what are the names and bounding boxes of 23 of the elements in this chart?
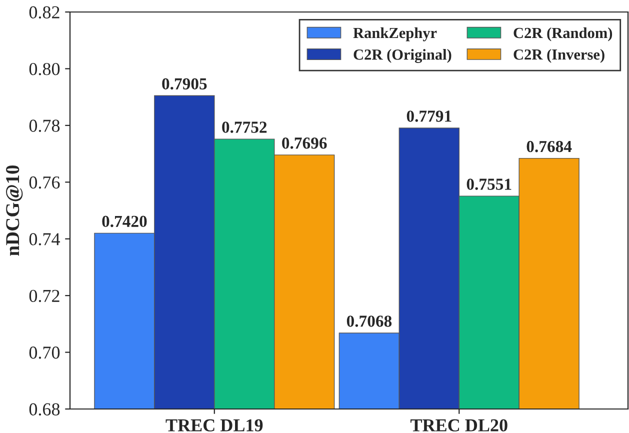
y-tick-label: 0.78	[29, 120, 60, 132]
data-label: 0.7068	[346, 316, 392, 327]
y-tick-label: 0.82	[29, 6, 60, 19]
y-tick-label: 0.68	[29, 403, 60, 416]
x-tick-label: TREC DL19	[166, 419, 263, 432]
y-tick-label: 0.72	[29, 290, 60, 302]
legend-label: RankZephyr	[353, 27, 437, 42]
data-label: 0.7551	[466, 178, 512, 190]
legend-label: C2R (Random)	[514, 27, 612, 42]
data-label: 0.7420	[102, 216, 147, 228]
x-tick-label: TREC DL20	[410, 419, 508, 432]
y-axis-title: nDCG@10	[6, 165, 23, 256]
data-label: 0.7696	[282, 138, 327, 149]
y-tick-label: 0.74	[29, 233, 60, 246]
data-label: 0.7905	[162, 78, 207, 90]
y-tick-label: 0.70	[29, 346, 60, 359]
data-label: 0.7684	[526, 140, 572, 152]
legend-label: C2R (Inverse)	[514, 48, 604, 63]
y-tick-label: 0.76	[29, 176, 60, 189]
y-tick-label: 0.80	[29, 62, 60, 76]
legend-label: C2R (Original)	[354, 49, 452, 63]
data-label: 0.7752	[222, 122, 267, 133]
data-label: 0.7791	[406, 110, 452, 122]
